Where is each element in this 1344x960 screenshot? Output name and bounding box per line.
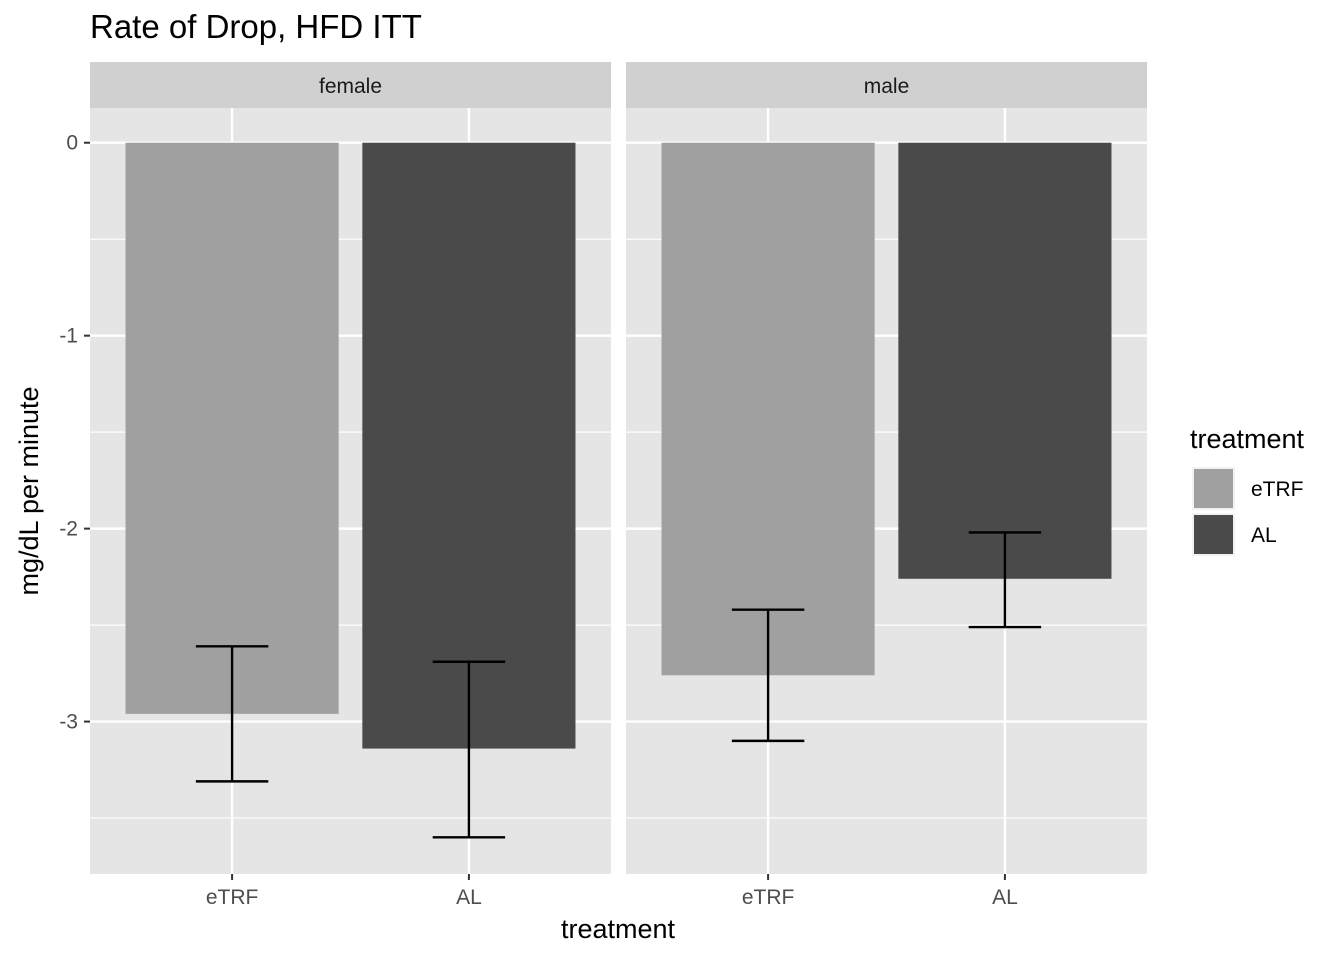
- y-axis-title: mg/dL per minute: [14, 386, 44, 595]
- legend-label: AL: [1251, 524, 1277, 547]
- x-tick-label: eTRF: [742, 886, 795, 909]
- error-bar-female-eTRF: [195, 645, 269, 783]
- error-bar-female-AL: [432, 660, 506, 839]
- facet-panel-female: female eTRF AL: [90, 62, 611, 909]
- bar-female-AL: [362, 142, 576, 749]
- y-tick-label: 0: [66, 132, 78, 155]
- legend-title: treatment: [1190, 424, 1305, 454]
- facet-panel-male: male eTRF AL: [626, 62, 1147, 909]
- legend-swatch-eTRF: [1194, 469, 1233, 508]
- facet-strip: [90, 62, 611, 108]
- facet-panels: female eTRF AL male eTRF AL: [90, 62, 1147, 909]
- y-tick-label: -2: [59, 518, 78, 541]
- y-axis: 0 -1 -2 -3: [59, 132, 90, 734]
- bar-male-AL: [898, 142, 1112, 579]
- chart-title: Rate of Drop, HFD ITT: [90, 8, 422, 45]
- x-axis-title: treatment: [561, 914, 676, 944]
- x-tick-label: AL: [456, 886, 482, 909]
- error-bar-male-eTRF: [731, 608, 805, 743]
- bar-male-eTRF: [661, 142, 875, 676]
- legend-label: eTRF: [1251, 478, 1304, 501]
- legend: treatment eTRF AL: [1190, 424, 1305, 556]
- facet-strip: [626, 62, 1147, 108]
- facet-strip-label: male: [864, 75, 910, 98]
- y-tick-label: -1: [59, 325, 78, 348]
- facet-strip-label: female: [319, 75, 382, 98]
- x-tick-label: AL: [992, 886, 1018, 909]
- bar-female-eTRF: [125, 142, 339, 714]
- y-tick-label: -3: [59, 711, 78, 734]
- error-bar-male-AL: [968, 531, 1042, 629]
- legend-swatch-AL: [1194, 515, 1233, 554]
- x-tick-label: eTRF: [206, 886, 259, 909]
